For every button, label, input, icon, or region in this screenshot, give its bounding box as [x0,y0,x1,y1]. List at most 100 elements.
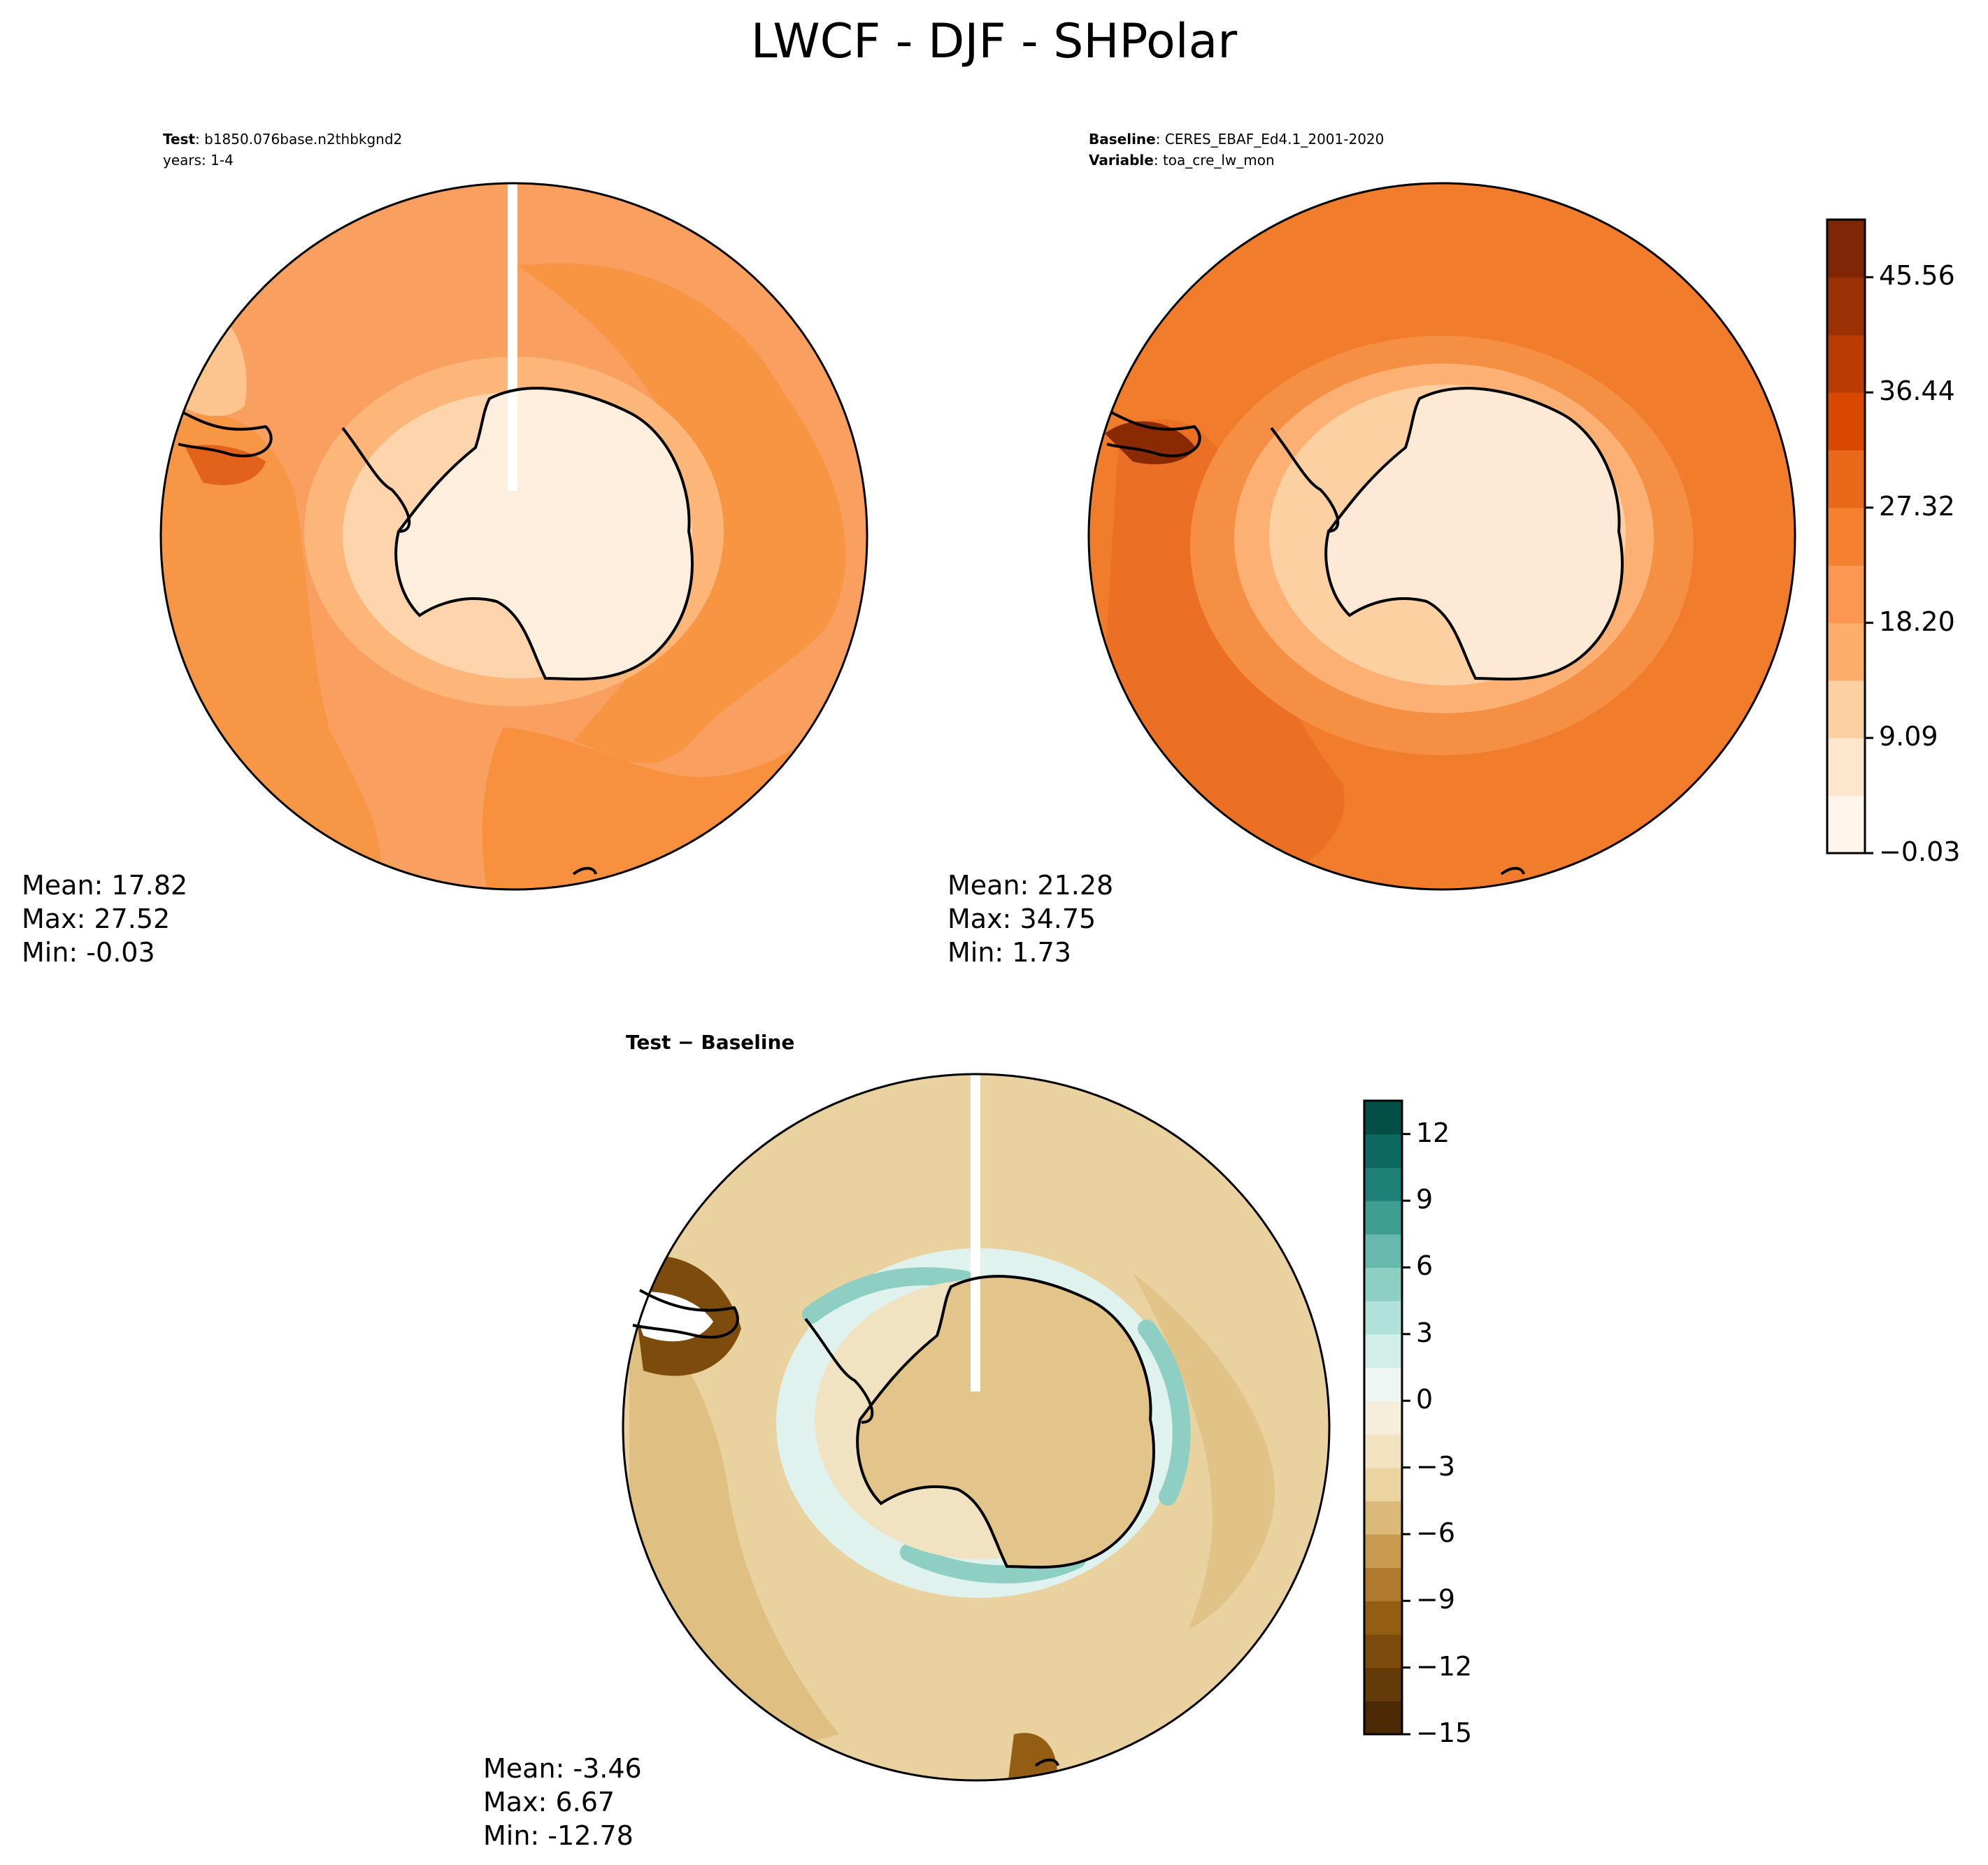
diff-south-america-coastline [632,1289,739,1339]
diff-title: Test − Baseline [626,1031,795,1054]
main-colorbar-tick-label: −0.03 [1879,836,1961,867]
test-south-america-coastline [178,411,273,457]
test-new-zealand-coastline [572,866,597,876]
diff-colorbar-segment [1364,1334,1402,1369]
main-colorbar-tick-label: 18.20 [1879,606,1955,637]
diff-colorbar-segment [1364,1234,1402,1269]
main-colorbar-segment [1827,738,1865,796]
test-stats: Mean: 17.82 Max: 27.52 Min: -0.03 [22,869,187,969]
main-colorbar [1826,218,1873,855]
test-min: Min: -0.03 [22,937,155,968]
diff-min: Min: -12.78 [483,1820,634,1851]
main-colorbar-tick-label: 9.09 [1879,721,1938,752]
diff-antarctica-fill [857,1276,1154,1568]
test-years: years: 1-4 [163,152,234,169]
diff-colorbar-tick-label: −15 [1416,1717,1473,1748]
diff-colorbar-segment [1364,1134,1402,1168]
baseline-min: Min: 1.73 [947,937,1071,968]
main-colorbar-tick-label: 36.44 [1879,376,1955,407]
baseline-peninsula-coastline [1270,427,1340,533]
diff-colorbar-tick-label: −3 [1416,1450,1456,1482]
diff-colorbar-frame [1363,1099,1403,1736]
figure-title: LWCF - DJF - SHPolar [750,14,1238,69]
diff-colorbar-tick-label: 6 [1416,1250,1433,1282]
main-colorbar-segment [1827,622,1865,681]
test-max: Max: 27.52 [22,903,171,934]
diff-map [622,1073,1331,1782]
diff-colorbar-segment [1364,1434,1402,1469]
test-antarctica-coastline [394,387,694,681]
main-colorbar-segment [1827,565,1865,624]
diff-colorbar-segment [1364,1567,1402,1601]
test-ocean-band-east [517,263,846,764]
baseline-new-zealand-coastline [1500,866,1525,876]
baseline-stats: Mean: 21.28 Max: 34.75 Min: 1.73 [947,869,1113,969]
baseline-map [1087,182,1796,891]
diff-colorbar-segment [1364,1101,1402,1135]
diff-colorbar-segment [1364,1367,1402,1401]
diff-stats: Mean: -3.46 Max: 6.67 Min: -12.78 [483,1752,642,1852]
diff-band-east [1133,1273,1275,1629]
test-light-patch-northwest [182,308,247,416]
diff-max: Max: 6.67 [483,1787,615,1817]
main-colorbar-segment [1827,220,1865,278]
baseline-map-boundary [1087,182,1796,891]
baseline-case-value: CERES_EBAF_Ed4.1_2001-2020 [1164,131,1385,148]
diff-colorbar-segment [1364,1401,1402,1435]
main-colorbar-frame [1826,218,1866,855]
diff-colorbar-tick-label: −9 [1416,1584,1456,1615]
diff-colorbar-segment [1364,1467,1402,1501]
diff-colorbar-segment [1364,1167,1402,1201]
diff-colorbar-segment [1364,1267,1402,1301]
diff-map-boundary [622,1073,1331,1782]
main-colorbar-tick-label: 45.56 [1879,260,1955,292]
main-colorbar-segment [1827,334,1865,393]
test-map [159,182,868,891]
main-colorbar-segment [1827,507,1865,566]
baseline-case-label: Baseline [1089,131,1156,148]
test-case-value: b1850.076base.n2thbkgnd2 [204,131,403,148]
diff-colorbar-segment [1364,1201,1402,1235]
diff-peninsula-coastline [804,1317,874,1424]
diff-mean: Mean: -3.46 [483,1753,642,1784]
baseline-variable-value: toa_cre_lw_mon [1162,152,1275,169]
baseline-south-america-coastline [1106,411,1201,457]
diff-colorbar-segment [1364,1301,1402,1335]
baseline-dark-patch-peninsula [1105,421,1196,464]
baseline-max: Max: 34.75 [947,903,1096,934]
diff-new-zealand-coastline [1034,1758,1059,1767]
main-colorbar-segment [1827,392,1865,451]
diff-colorbar-tick-label: −6 [1416,1517,1456,1548]
main-colorbar-segment [1827,795,1865,854]
main-colorbar-segment [1827,680,1865,738]
baseline-mean: Mean: 21.28 [947,870,1114,901]
diff-colorbar-segment [1364,1667,1402,1701]
diff-colorbar-segment [1364,1534,1402,1569]
diff-colorbar-tick-label: 0 [1416,1384,1433,1415]
diff-colorbar-segment [1364,1701,1402,1735]
test-mean: Mean: 17.82 [22,870,188,901]
test-peninsula-coastline [341,427,411,533]
main-colorbar-segment [1827,277,1865,336]
baseline-variable-label: Variable [1089,152,1154,169]
main-colorbar-segment [1827,450,1865,508]
diff-colorbar [1363,1099,1410,1736]
diff-colorbar-tick-label: 12 [1416,1117,1450,1148]
baseline-antarctica-coastline [1324,387,1624,681]
diff-colorbar-segment [1364,1501,1402,1535]
diff-antarctica-coastline [856,1275,1155,1569]
diff-colorbar-tick-label: 9 [1416,1184,1433,1215]
diff-missing-data-strip [971,1074,980,1392]
test-map-boundary [159,182,868,891]
diff-colorbar-segment [1364,1634,1402,1669]
baseline-header: Baseline: CERES_EBAF_Ed4.1_2001-2020 Var… [1089,131,1385,169]
test-header: Test: b1850.076base.n2thbkgnd2 years: 1-… [163,129,402,171]
diff-colorbar-tick-label: 3 [1416,1317,1433,1348]
main-colorbar-tick-label: 27.32 [1879,490,1955,522]
test-case-label: Test [163,131,196,148]
baseline-antarctica-fill [1326,388,1622,680]
diff-colorbar-tick-label: −12 [1416,1650,1473,1682]
test-missing-data-strip [508,183,517,491]
diff-colorbar-segment [1364,1601,1402,1635]
